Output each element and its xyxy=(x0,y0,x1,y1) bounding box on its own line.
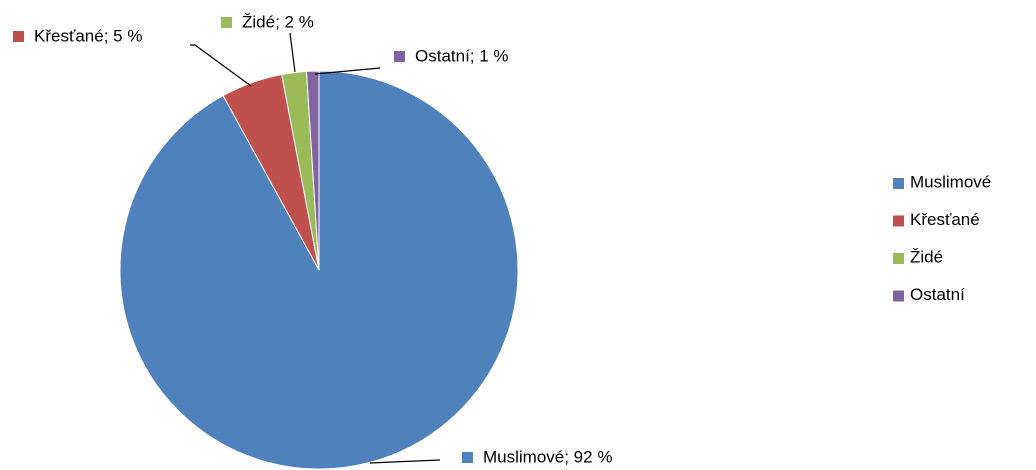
data-label: Křesťané; 5 % xyxy=(34,26,142,45)
legend-label: Křesťané xyxy=(910,210,980,229)
legend-swatch xyxy=(893,178,904,189)
leader-line xyxy=(314,67,381,75)
legend-swatch xyxy=(893,253,904,264)
label-swatch xyxy=(221,17,232,28)
legend-label: Židé xyxy=(910,247,943,266)
label-swatch xyxy=(394,51,405,62)
data-label: Muslimové; 92 % xyxy=(483,447,612,466)
legend-label: Muslimové xyxy=(910,172,991,191)
data-label: Ostatní; 1 % xyxy=(415,46,509,65)
legend-swatch xyxy=(893,215,904,227)
leader-line xyxy=(289,32,296,73)
pie-slice xyxy=(305,70,320,271)
legend-label: Ostatní xyxy=(910,285,965,304)
label-swatch xyxy=(13,31,24,42)
data-label: Židé; 2 % xyxy=(242,12,314,31)
leader-line xyxy=(190,44,252,87)
label-swatch xyxy=(462,452,473,463)
leader-line xyxy=(369,459,441,464)
legend-swatch xyxy=(893,290,904,302)
